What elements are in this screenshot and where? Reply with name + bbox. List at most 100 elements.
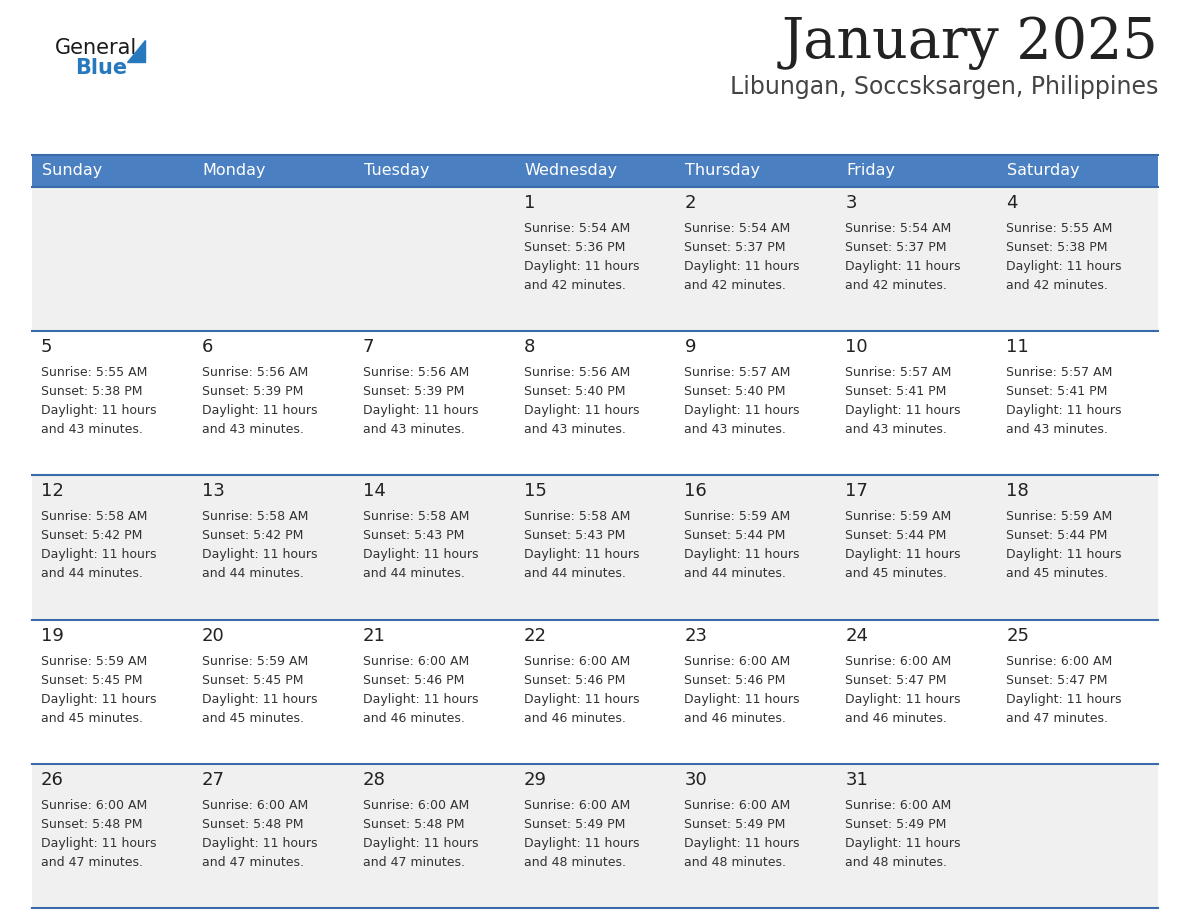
Text: Daylight: 11 hours: Daylight: 11 hours: [684, 260, 800, 273]
Text: 14: 14: [362, 482, 386, 500]
Text: Sunrise: 5:58 AM: Sunrise: 5:58 AM: [524, 510, 630, 523]
Text: Daylight: 11 hours: Daylight: 11 hours: [362, 548, 479, 562]
Bar: [514, 155, 676, 187]
Text: Daylight: 11 hours: Daylight: 11 hours: [1006, 260, 1121, 273]
Text: Sunrise: 5:59 AM: Sunrise: 5:59 AM: [1006, 510, 1112, 523]
Text: 21: 21: [362, 627, 386, 644]
Text: Daylight: 11 hours: Daylight: 11 hours: [684, 692, 800, 706]
Text: Daylight: 11 hours: Daylight: 11 hours: [202, 692, 317, 706]
Text: 17: 17: [846, 482, 868, 500]
Text: Sunrise: 5:58 AM: Sunrise: 5:58 AM: [202, 510, 308, 523]
Text: and 43 minutes.: and 43 minutes.: [524, 423, 625, 436]
Bar: [192, 155, 354, 187]
Text: 22: 22: [524, 627, 546, 644]
Text: Sunrise: 5:57 AM: Sunrise: 5:57 AM: [846, 366, 952, 379]
Text: Sunrise: 6:00 AM: Sunrise: 6:00 AM: [846, 655, 952, 667]
Text: Daylight: 11 hours: Daylight: 11 hours: [42, 692, 157, 706]
Text: Sunset: 5:44 PM: Sunset: 5:44 PM: [846, 530, 947, 543]
Text: Sunrise: 5:59 AM: Sunrise: 5:59 AM: [42, 655, 147, 667]
Text: Sunset: 5:38 PM: Sunset: 5:38 PM: [1006, 241, 1107, 254]
Text: and 46 minutes.: and 46 minutes.: [846, 711, 947, 724]
Text: Sunset: 5:37 PM: Sunset: 5:37 PM: [684, 241, 786, 254]
Text: 23: 23: [684, 627, 707, 644]
Bar: [676, 155, 836, 187]
Text: Daylight: 11 hours: Daylight: 11 hours: [362, 837, 479, 850]
Text: Thursday: Thursday: [685, 163, 760, 178]
Text: Sunset: 5:48 PM: Sunset: 5:48 PM: [362, 818, 465, 831]
Text: and 43 minutes.: and 43 minutes.: [362, 423, 465, 436]
Text: Sunset: 5:39 PM: Sunset: 5:39 PM: [202, 386, 303, 398]
Text: Daylight: 11 hours: Daylight: 11 hours: [846, 837, 961, 850]
Text: General: General: [55, 38, 138, 58]
Text: Daylight: 11 hours: Daylight: 11 hours: [202, 837, 317, 850]
Text: Daylight: 11 hours: Daylight: 11 hours: [684, 404, 800, 417]
Text: Sunrise: 6:00 AM: Sunrise: 6:00 AM: [42, 799, 147, 812]
Text: Daylight: 11 hours: Daylight: 11 hours: [42, 404, 157, 417]
Text: Daylight: 11 hours: Daylight: 11 hours: [684, 548, 800, 562]
Polygon shape: [127, 40, 145, 62]
Text: and 47 minutes.: and 47 minutes.: [1006, 711, 1108, 724]
Text: Daylight: 11 hours: Daylight: 11 hours: [846, 548, 961, 562]
Text: Daylight: 11 hours: Daylight: 11 hours: [524, 692, 639, 706]
Text: Sunset: 5:42 PM: Sunset: 5:42 PM: [42, 530, 143, 543]
Text: Sunrise: 5:54 AM: Sunrise: 5:54 AM: [524, 222, 630, 235]
Text: Sunset: 5:48 PM: Sunset: 5:48 PM: [202, 818, 303, 831]
Text: Sunset: 5:40 PM: Sunset: 5:40 PM: [684, 386, 786, 398]
Text: 4: 4: [1006, 194, 1018, 212]
Text: Sunset: 5:49 PM: Sunset: 5:49 PM: [684, 818, 785, 831]
Text: Wednesday: Wednesday: [525, 163, 618, 178]
Text: and 48 minutes.: and 48 minutes.: [684, 856, 786, 868]
Text: and 45 minutes.: and 45 minutes.: [202, 711, 304, 724]
Text: and 45 minutes.: and 45 minutes.: [42, 711, 143, 724]
Text: Sunset: 5:37 PM: Sunset: 5:37 PM: [846, 241, 947, 254]
Text: Daylight: 11 hours: Daylight: 11 hours: [202, 404, 317, 417]
Text: Sunset: 5:44 PM: Sunset: 5:44 PM: [684, 530, 785, 543]
Text: Daylight: 11 hours: Daylight: 11 hours: [1006, 404, 1121, 417]
Text: Sunset: 5:40 PM: Sunset: 5:40 PM: [524, 386, 625, 398]
Text: Sunrise: 6:00 AM: Sunrise: 6:00 AM: [362, 799, 469, 812]
Text: Sunrise: 5:59 AM: Sunrise: 5:59 AM: [684, 510, 791, 523]
Text: Sunset: 5:46 PM: Sunset: 5:46 PM: [524, 674, 625, 687]
Text: 1: 1: [524, 194, 535, 212]
Text: 15: 15: [524, 482, 546, 500]
Text: Daylight: 11 hours: Daylight: 11 hours: [524, 837, 639, 850]
Text: and 48 minutes.: and 48 minutes.: [846, 856, 947, 868]
Text: Daylight: 11 hours: Daylight: 11 hours: [846, 260, 961, 273]
Text: Daylight: 11 hours: Daylight: 11 hours: [684, 837, 800, 850]
Text: Daylight: 11 hours: Daylight: 11 hours: [524, 548, 639, 562]
Text: Sunset: 5:45 PM: Sunset: 5:45 PM: [42, 674, 143, 687]
Text: Sunrise: 6:00 AM: Sunrise: 6:00 AM: [524, 655, 630, 667]
Text: 26: 26: [42, 771, 64, 789]
Text: Friday: Friday: [846, 163, 896, 178]
Text: Sunrise: 6:00 AM: Sunrise: 6:00 AM: [684, 799, 791, 812]
Text: 5: 5: [42, 338, 52, 356]
Text: Sunrise: 6:00 AM: Sunrise: 6:00 AM: [202, 799, 308, 812]
Text: 8: 8: [524, 338, 535, 356]
Text: Sunset: 5:44 PM: Sunset: 5:44 PM: [1006, 530, 1107, 543]
Bar: [32, 620, 1158, 764]
Text: Daylight: 11 hours: Daylight: 11 hours: [42, 837, 157, 850]
Text: Sunset: 5:47 PM: Sunset: 5:47 PM: [1006, 674, 1107, 687]
Bar: [32, 155, 192, 187]
Text: Daylight: 11 hours: Daylight: 11 hours: [524, 404, 639, 417]
Text: Sunrise: 5:54 AM: Sunrise: 5:54 AM: [846, 222, 952, 235]
Bar: [32, 187, 1158, 331]
Text: Sunrise: 6:00 AM: Sunrise: 6:00 AM: [524, 799, 630, 812]
Text: Sunset: 5:43 PM: Sunset: 5:43 PM: [362, 530, 465, 543]
Text: 24: 24: [846, 627, 868, 644]
Text: Sunset: 5:46 PM: Sunset: 5:46 PM: [684, 674, 785, 687]
Text: Sunset: 5:48 PM: Sunset: 5:48 PM: [42, 818, 143, 831]
Text: Sunset: 5:39 PM: Sunset: 5:39 PM: [362, 386, 465, 398]
Text: 31: 31: [846, 771, 868, 789]
Text: Sunrise: 5:55 AM: Sunrise: 5:55 AM: [1006, 222, 1112, 235]
Text: 16: 16: [684, 482, 707, 500]
Text: Sunset: 5:41 PM: Sunset: 5:41 PM: [846, 386, 947, 398]
Text: Sunrise: 6:00 AM: Sunrise: 6:00 AM: [362, 655, 469, 667]
Text: Sunset: 5:47 PM: Sunset: 5:47 PM: [846, 674, 947, 687]
Text: Sunrise: 6:00 AM: Sunrise: 6:00 AM: [846, 799, 952, 812]
Text: 3: 3: [846, 194, 857, 212]
Text: Sunrise: 5:56 AM: Sunrise: 5:56 AM: [362, 366, 469, 379]
Text: Tuesday: Tuesday: [364, 163, 429, 178]
Text: 13: 13: [202, 482, 225, 500]
Text: Sunrise: 5:55 AM: Sunrise: 5:55 AM: [42, 366, 147, 379]
